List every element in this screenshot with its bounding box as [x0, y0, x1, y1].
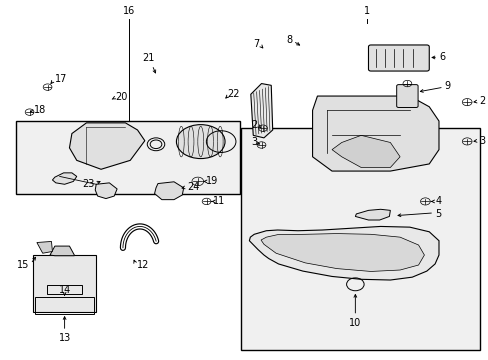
Text: 2: 2: [251, 120, 257, 130]
Text: 4: 4: [434, 197, 440, 206]
Text: 12: 12: [136, 260, 149, 270]
Polygon shape: [355, 209, 389, 220]
Text: 10: 10: [348, 318, 361, 328]
Text: 3: 3: [478, 136, 484, 146]
Text: 13: 13: [59, 333, 71, 343]
Polygon shape: [154, 182, 183, 200]
Text: 15: 15: [17, 260, 30, 270]
Text: 19: 19: [205, 176, 218, 186]
Text: 22: 22: [227, 89, 240, 99]
Polygon shape: [249, 226, 438, 280]
Bar: [240, 128, 479, 350]
Text: 5: 5: [434, 209, 441, 219]
Polygon shape: [69, 123, 144, 169]
Text: 18: 18: [34, 105, 47, 115]
FancyBboxPatch shape: [396, 85, 417, 108]
Bar: [16, 121, 239, 194]
Text: 11: 11: [212, 197, 224, 206]
Text: 2: 2: [478, 96, 484, 107]
Text: 21: 21: [142, 53, 154, 63]
Polygon shape: [50, 246, 74, 256]
Polygon shape: [37, 242, 52, 253]
Text: 6: 6: [438, 53, 444, 63]
Polygon shape: [331, 135, 399, 167]
Polygon shape: [261, 234, 424, 271]
Bar: [35, 297, 94, 314]
Text: 1: 1: [363, 6, 369, 17]
Text: 16: 16: [122, 6, 135, 17]
Bar: [46, 285, 81, 294]
Ellipse shape: [176, 125, 224, 158]
Text: 14: 14: [59, 285, 71, 295]
Polygon shape: [312, 96, 438, 171]
Text: 17: 17: [55, 74, 67, 84]
Polygon shape: [250, 84, 272, 138]
Text: 3: 3: [251, 138, 257, 148]
FancyBboxPatch shape: [368, 45, 428, 71]
Bar: [33, 255, 96, 312]
Text: 9: 9: [444, 81, 450, 91]
Polygon shape: [52, 173, 77, 184]
Text: 8: 8: [285, 35, 291, 45]
Text: 20: 20: [116, 92, 128, 102]
Text: 7: 7: [252, 39, 259, 49]
Polygon shape: [95, 183, 117, 199]
Text: 24: 24: [187, 182, 199, 192]
Text: 23: 23: [82, 179, 95, 189]
